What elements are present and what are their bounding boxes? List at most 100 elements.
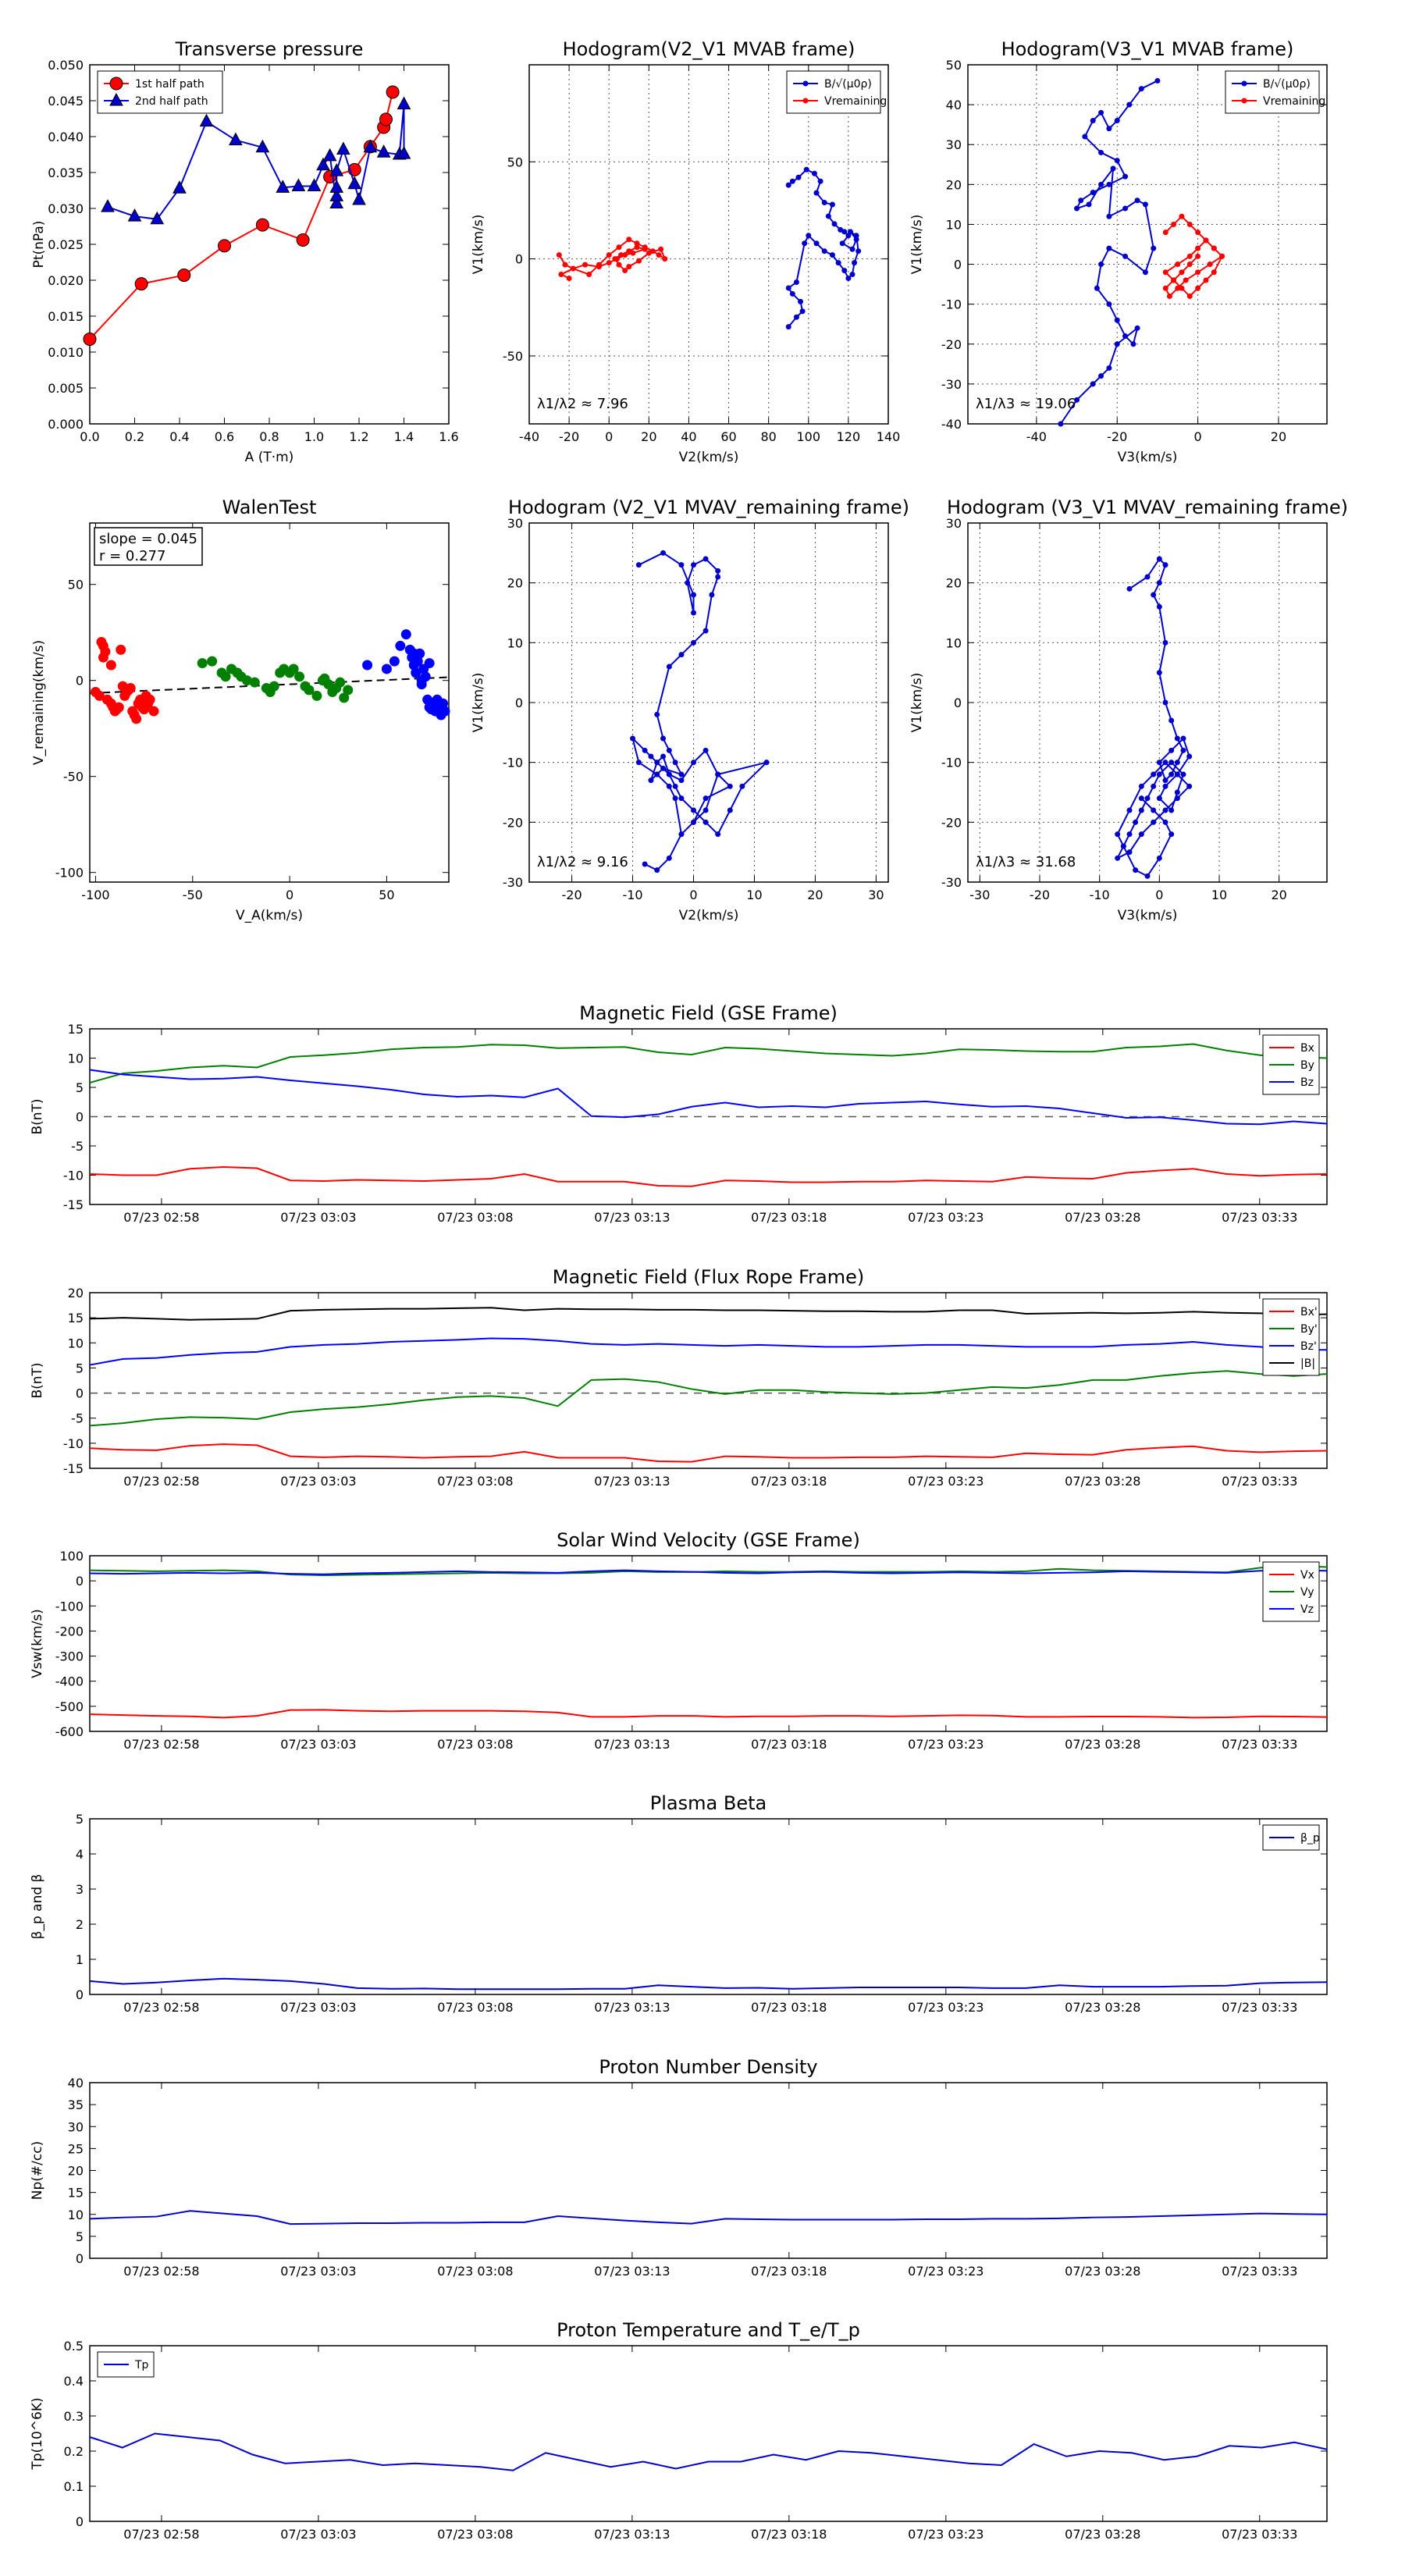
data-point bbox=[789, 178, 795, 184]
data-point bbox=[702, 628, 709, 634]
data-point bbox=[255, 139, 270, 153]
data-point bbox=[424, 658, 435, 669]
data-point bbox=[177, 269, 191, 283]
y-tick-label: 2 bbox=[76, 1917, 84, 1932]
y-tick-label: 20 bbox=[68, 2164, 84, 2179]
data-point bbox=[109, 76, 123, 91]
y-axis-label: Pt(nPa) bbox=[31, 221, 47, 269]
y-tick-label: -10 bbox=[941, 297, 962, 312]
series-line bbox=[1115, 557, 1191, 877]
x-tick-label: 07/23 03:18 bbox=[751, 1737, 827, 1752]
data-point bbox=[98, 652, 108, 663]
y-tick-label: 0.4 bbox=[64, 2374, 84, 2389]
data-point bbox=[635, 760, 642, 766]
legend-label: 1st half path bbox=[135, 78, 205, 91]
data-point bbox=[101, 199, 115, 212]
y-tick-label: 4 bbox=[76, 1847, 84, 1862]
y-tick-label: 0.050 bbox=[48, 58, 84, 73]
data-point bbox=[220, 671, 231, 682]
y-tick-label: 0.010 bbox=[48, 345, 84, 360]
data-point bbox=[799, 308, 806, 315]
x-tick-label: 1.4 bbox=[394, 429, 414, 444]
data-point bbox=[691, 610, 697, 616]
data-point bbox=[400, 629, 411, 640]
legend-label: |B| bbox=[1300, 1357, 1315, 1370]
data-point bbox=[1156, 603, 1162, 610]
data-point bbox=[616, 244, 622, 251]
y-tick-label: 0 bbox=[76, 674, 84, 688]
data-point bbox=[841, 229, 848, 235]
data-point bbox=[841, 268, 848, 274]
data-point bbox=[835, 260, 841, 266]
x-tick-label: 07/23 03:33 bbox=[1222, 1474, 1297, 1489]
series-line bbox=[89, 1709, 1328, 1719]
x-tick-label: 10 bbox=[746, 888, 762, 902]
data-point bbox=[825, 213, 831, 219]
x-tick-label: 07/23 03:08 bbox=[437, 1210, 513, 1225]
data-point bbox=[660, 753, 667, 760]
y-tick-label: 0 bbox=[76, 1987, 84, 2002]
data-point bbox=[249, 677, 260, 688]
data-point bbox=[1174, 771, 1180, 777]
y-tick-label: -600 bbox=[55, 1724, 84, 1739]
x-tick-label: -20 bbox=[1107, 429, 1127, 444]
data-point bbox=[1090, 118, 1096, 124]
data-point bbox=[558, 272, 564, 278]
data-point bbox=[793, 279, 799, 285]
data-point bbox=[691, 807, 697, 813]
data-point bbox=[606, 260, 612, 266]
chart-title: Magnetic Field (GSE Frame) bbox=[579, 1002, 838, 1024]
data-point bbox=[1151, 783, 1157, 789]
y-tick-label: -30 bbox=[503, 875, 523, 890]
data-point bbox=[839, 240, 845, 247]
data-point bbox=[1090, 190, 1096, 196]
chart-title: Transverse pressure bbox=[175, 38, 364, 60]
x-tick-label: 07/23 03:18 bbox=[751, 2527, 827, 2542]
data-point bbox=[1058, 421, 1064, 427]
data-point bbox=[1114, 118, 1120, 124]
data-point bbox=[656, 252, 662, 258]
y-tick-label: 1 bbox=[76, 1952, 84, 1967]
data-point bbox=[1171, 221, 1177, 227]
x-tick-label: 0.6 bbox=[215, 429, 234, 444]
x-tick-label: -30 bbox=[969, 888, 990, 902]
y-tick-label: 10 bbox=[68, 2208, 84, 2222]
data-point bbox=[1090, 381, 1096, 387]
data-point bbox=[83, 332, 97, 346]
data-point bbox=[654, 867, 660, 873]
y-tick-label: -100 bbox=[55, 1599, 84, 1614]
data-point bbox=[1106, 213, 1112, 219]
series-line bbox=[1164, 215, 1224, 298]
data-point bbox=[1207, 262, 1213, 268]
y-tick-label: 0.5 bbox=[64, 2339, 84, 2354]
data-point bbox=[660, 735, 667, 742]
y-tick-label: 0.015 bbox=[48, 309, 84, 324]
x-tick-label: 07/23 03:33 bbox=[1222, 2264, 1297, 2279]
x-tick-label: 100 bbox=[797, 429, 821, 444]
data-point bbox=[389, 656, 400, 667]
x-tick-label: 07/23 03:18 bbox=[751, 1474, 827, 1489]
data-point bbox=[570, 265, 576, 272]
y-tick-label: -20 bbox=[941, 815, 962, 830]
data-point bbox=[1162, 562, 1168, 568]
y-tick-label: 30 bbox=[946, 516, 962, 531]
data-point bbox=[1186, 262, 1193, 268]
data-point bbox=[1122, 253, 1129, 259]
series-line bbox=[1060, 80, 1158, 425]
data-point bbox=[1154, 77, 1161, 84]
legend-label: β_p bbox=[1300, 1832, 1320, 1845]
legend-label: Bx bbox=[1300, 1042, 1314, 1055]
data-point bbox=[329, 163, 344, 176]
data-point bbox=[1179, 285, 1185, 291]
data-point bbox=[1151, 245, 1157, 251]
stats-line: r = 0.277 bbox=[99, 548, 165, 564]
x-tick-label: -20 bbox=[562, 888, 582, 902]
data-point bbox=[1106, 181, 1112, 187]
data-point bbox=[1186, 753, 1193, 760]
data-point bbox=[150, 211, 165, 225]
chart-walen: WalenTest -100 -50 0 50 -100 -50 0 50 V_A(km/s) V_… bbox=[31, 496, 450, 923]
x-tick-label: 07/23 03:28 bbox=[1065, 1210, 1140, 1225]
data-point bbox=[855, 248, 862, 254]
x-axis-label: A (T·m) bbox=[245, 450, 294, 465]
